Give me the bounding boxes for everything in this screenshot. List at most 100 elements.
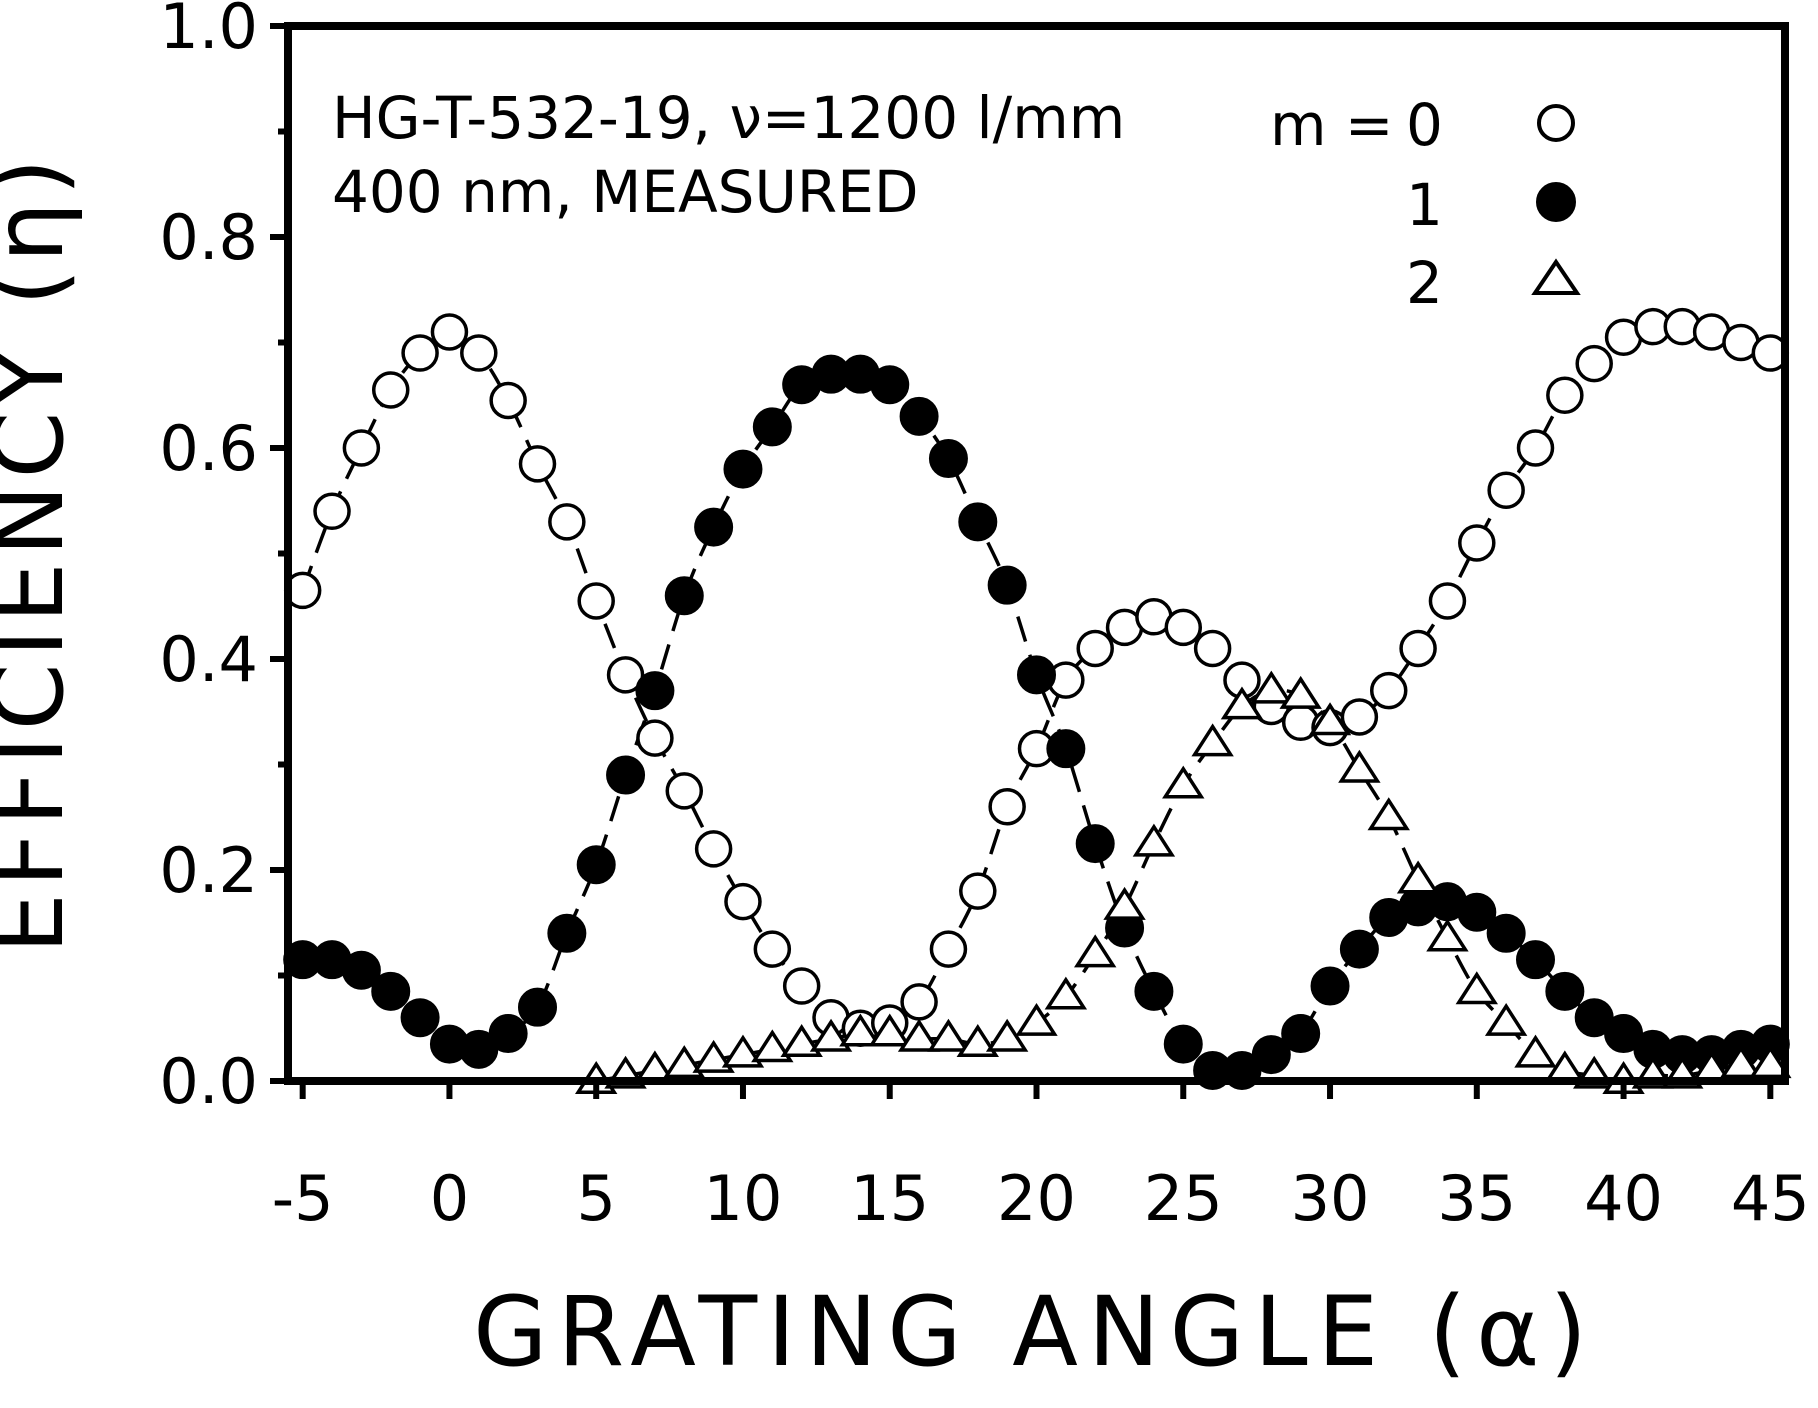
point-m2 — [1396, 860, 1440, 894]
point-m2 — [1191, 723, 1234, 757]
x-axis-title: GRATING ANGLE (α) — [473, 1276, 1597, 1388]
point-m0 — [401, 334, 439, 372]
point-m2 — [1044, 976, 1088, 1010]
legend-label-m2: 2 — [1406, 249, 1443, 317]
point-m2 — [1308, 702, 1352, 736]
point-m0 — [430, 313, 469, 351]
x-tick-label: 25 — [1144, 1162, 1223, 1235]
point-m2 — [1074, 934, 1117, 968]
point-m0 — [371, 371, 410, 409]
point-m2 — [809, 1018, 853, 1052]
point-m1 — [371, 971, 411, 1011]
point-m1 — [1486, 913, 1526, 953]
point-m0 — [1340, 698, 1379, 736]
y-tick-label: 0.2 — [159, 834, 258, 907]
point-m0 — [577, 582, 615, 620]
point-m0 — [1458, 524, 1496, 562]
point-m2 — [1749, 1045, 1792, 1079]
x-tick-label: 0 — [430, 1162, 469, 1235]
point-m1 — [1163, 1024, 1203, 1064]
point-m1 — [547, 913, 587, 953]
point-m0 — [900, 983, 938, 1021]
point-m2 — [839, 1013, 882, 1047]
point-m2 — [1162, 765, 1205, 799]
point-m1 — [1457, 892, 1497, 932]
point-m0 — [548, 503, 586, 541]
point-m0 — [929, 930, 968, 968]
point-m1 — [1339, 929, 1379, 969]
point-m1 — [1075, 824, 1115, 864]
point-m1 — [606, 755, 646, 795]
y-tick-label: 1.0 — [159, 0, 258, 63]
point-m1 — [1310, 966, 1350, 1006]
point-m2 — [985, 1018, 1029, 1052]
point-m0 — [1487, 471, 1525, 509]
point-m0 — [724, 882, 762, 921]
point-m1 — [1545, 971, 1585, 1011]
point-m0 — [636, 719, 674, 757]
point-m2 — [1484, 1002, 1528, 1036]
legend-title: m = — [1270, 91, 1394, 159]
point-m0 — [1546, 376, 1584, 414]
point-m1 — [987, 565, 1027, 605]
x-tick-label: 10 — [704, 1162, 783, 1235]
data-markers — [283, 307, 1792, 1094]
point-m1 — [488, 1014, 528, 1054]
point-m1 — [1017, 655, 1056, 695]
point-m2 — [1220, 686, 1264, 720]
y-tick-label: 0.8 — [159, 201, 258, 274]
point-m0 — [489, 381, 527, 420]
point-m0 — [1575, 344, 1613, 383]
point-m0 — [1516, 429, 1555, 467]
point-m1 — [400, 998, 440, 1038]
point-m0 — [1164, 608, 1203, 647]
point-m2 — [927, 1018, 970, 1052]
x-tick-label: 5 — [576, 1162, 615, 1235]
point-m1 — [341, 950, 381, 990]
point-m0 — [1399, 629, 1437, 668]
point-m0 — [1428, 582, 1467, 620]
point-m2 — [1250, 670, 1293, 704]
point-m1 — [1251, 1035, 1291, 1075]
legend-marker-m1 — [1536, 182, 1576, 222]
point-m1 — [1281, 1014, 1321, 1054]
point-m1 — [664, 576, 704, 616]
point-m2 — [780, 1024, 823, 1058]
point-m1 — [576, 845, 616, 885]
point-m2 — [1426, 918, 1469, 952]
point-m2 — [1719, 1045, 1763, 1079]
point-m0 — [782, 967, 821, 1005]
y-tick-label: 0.6 — [159, 412, 258, 485]
point-m1 — [752, 407, 792, 447]
point-m2 — [1279, 675, 1322, 709]
point-m2 — [868, 1013, 911, 1047]
point-m2 — [1015, 1002, 1058, 1036]
point-m2 — [1338, 749, 1381, 783]
point-m1 — [928, 439, 968, 479]
point-m1 — [1134, 971, 1174, 1011]
y-tick-label: 0.4 — [159, 623, 258, 696]
point-m2 — [897, 1018, 941, 1052]
x-tick-label: 35 — [1437, 1162, 1516, 1235]
legend-marker-m0 — [1537, 104, 1575, 142]
x-tick-label: 15 — [850, 1162, 929, 1235]
point-m1 — [870, 365, 910, 405]
point-m0 — [988, 787, 1026, 826]
point-m1 — [1516, 940, 1555, 980]
point-m0 — [694, 830, 733, 868]
point-m0 — [665, 772, 704, 810]
point-m0 — [959, 872, 997, 910]
point-m2 — [692, 1039, 735, 1073]
legend-label-m1: 1 — [1406, 171, 1443, 239]
annotation-line-1: HG-T-532-19, ν=1200 l/mm — [332, 84, 1125, 152]
point-m2 — [751, 1029, 794, 1063]
legend-label-m0: 0 — [1406, 91, 1443, 159]
point-m0 — [606, 656, 645, 694]
point-m0 — [1076, 629, 1114, 668]
y-tick-label: 0.0 — [159, 1045, 258, 1118]
point-m2 — [1367, 797, 1410, 831]
point-m1 — [635, 671, 675, 711]
annotation-line-2: 400 nm, MEASURED — [332, 158, 919, 226]
y-axis-title: EFFICIENCY (η) — [0, 152, 85, 953]
